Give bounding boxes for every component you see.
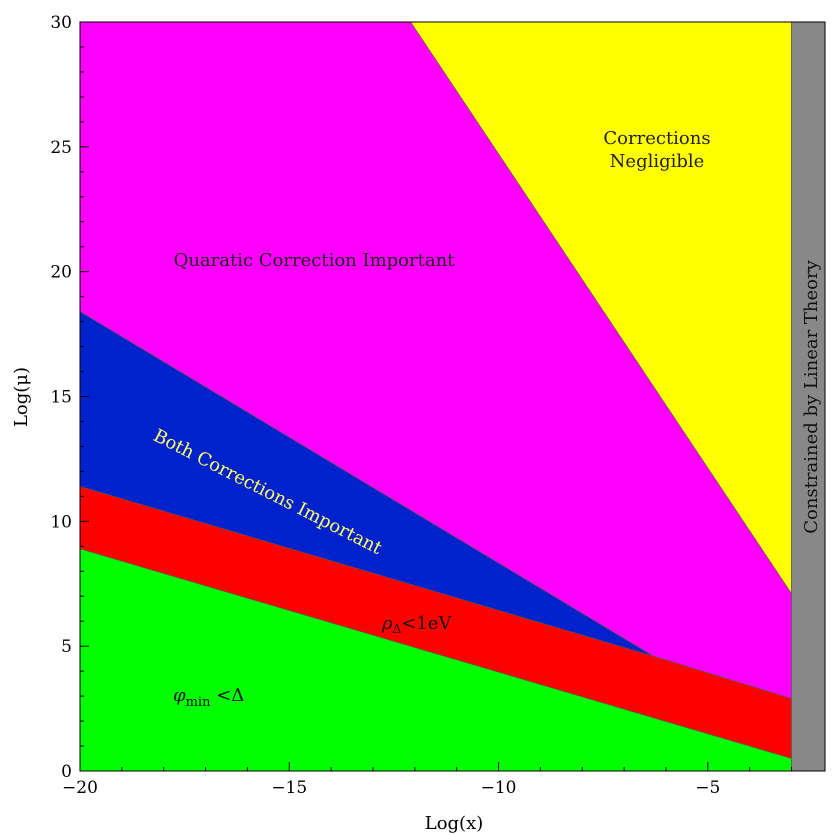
annotation-phi-condition: <Δ [210, 685, 244, 706]
annotation-linear-theory: Constrained by Linear Theory [801, 259, 822, 533]
annotation-corrections-negligible-line2: Negligible [610, 151, 705, 172]
annotation-rho-symbol: ρ [381, 613, 393, 634]
x-tick-label: −20 [62, 778, 98, 798]
annotation-phi-symbol: φ [173, 685, 186, 706]
axes-layer: −20 −15 −10 −5 0 5 10 15 20 25 30 [50, 13, 793, 798]
y-tick-label: 20 [50, 263, 72, 283]
x-tick-label: −5 [695, 778, 720, 798]
y-tick-label: 5 [61, 637, 72, 657]
y-tick-label: 25 [50, 138, 72, 158]
y-tick-label: 10 [50, 512, 72, 532]
annotation-rho-condition: <1eV [401, 613, 452, 634]
y-tick-label: 0 [61, 762, 72, 782]
y-axis-title: Log(μ) [11, 367, 32, 427]
x-tick-label: −15 [271, 778, 307, 798]
annotation-phi-min-below-delta: φmin <Δ [173, 685, 244, 710]
annotation-rho-subscript: Δ [393, 622, 402, 636]
y-tick-label: 30 [50, 13, 72, 33]
annotation-rho-below-1ev: ρΔ<1eV [381, 613, 452, 636]
x-axis-title: Log(x) [425, 813, 484, 834]
annotation-phi-subscript: min [186, 695, 211, 710]
regions-layer [79, 21, 826, 772]
annotation-corrections-negligible-line1: Corrections [603, 128, 710, 149]
y-tick-label: 15 [50, 388, 72, 408]
annotation-quadratic-important: Quaratic Correction Important [174, 250, 456, 271]
x-tick-label: −10 [481, 778, 517, 798]
